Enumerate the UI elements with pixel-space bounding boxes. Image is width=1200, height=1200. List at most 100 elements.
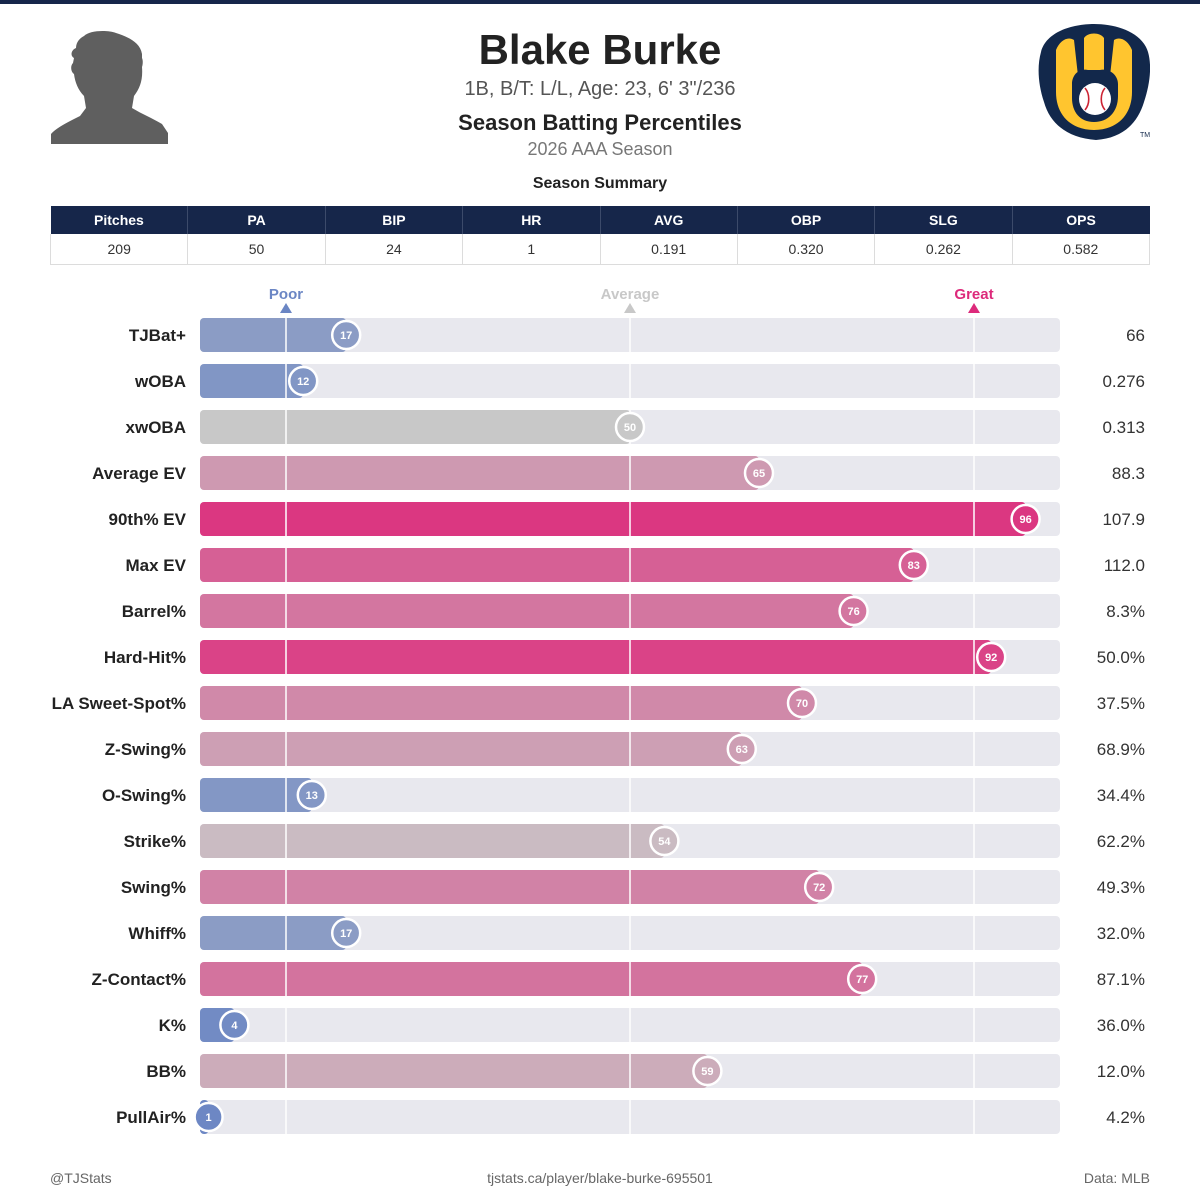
stat-value-90th-ev: 107.9 <box>1102 510 1145 529</box>
summary-value-bip: 24 <box>325 234 464 265</box>
percentile-value-whiff: 17 <box>340 928 352 940</box>
summary-col-ops: OPS <box>1012 206 1150 234</box>
chart-subtitle: 2026 AAA Season <box>527 139 673 159</box>
metric-label-la-sweet-spot: LA Sweet-Spot% <box>52 694 186 713</box>
percentile-value-90th-ev: 96 <box>1019 514 1031 526</box>
percentile-bar-swing <box>200 870 820 904</box>
percentile-bubble-o-swing <box>296 779 328 811</box>
stat-value-pullair: 4.2% <box>1106 1108 1145 1127</box>
scale-label-average: Average <box>601 286 660 303</box>
percentile-value-woba: 12 <box>297 376 309 388</box>
summary-col-bip: BIP <box>325 206 464 234</box>
scale-label-poor: Poor <box>269 286 303 303</box>
summary-value-pitches: 209 <box>49 234 189 265</box>
percentile-bar-xwoba <box>200 410 630 444</box>
percentile-bubble-barrel <box>838 595 869 627</box>
percentile-bubble-whiff <box>330 917 362 949</box>
percentile-bubble-tjbat <box>330 319 362 351</box>
percentile-bar-tjbat <box>200 318 347 352</box>
percentile-value-tjbat: 17 <box>340 330 352 342</box>
percentile-bubble-pullair <box>193 1101 224 1133</box>
percentile-bar-chart: Poor Average Great TJBat+ 17 66 wOBA 12 0.276 xwO… <box>52 286 1145 1134</box>
metric-label-pullair: PullAir% <box>116 1108 186 1127</box>
percentile-bar-strike <box>200 824 665 858</box>
stat-value-o-swing: 34.4% <box>1097 786 1145 805</box>
percentile-value-k: 4 <box>231 1020 238 1032</box>
percentile-bar-max-ev <box>200 548 914 582</box>
chart-title: Season Batting Percentiles <box>458 110 742 135</box>
player-name: Blake Burke <box>478 26 722 73</box>
metric-label-z-contact: Z-Contact% <box>92 970 186 989</box>
percentile-bubble-la-sweet-spot <box>786 687 818 719</box>
percentile-value-bb: 59 <box>701 1066 713 1078</box>
percentile-bar-90th-ev <box>200 502 1026 536</box>
footer-source: Data: MLB <box>1083 1170 1150 1186</box>
percentile-bar-o-swing <box>200 778 312 812</box>
percentile-bubble-swing <box>803 871 835 903</box>
percentile-bar-barrel <box>200 594 854 628</box>
stat-value-z-swing: 68.9% <box>1097 740 1145 759</box>
stat-value-bb: 12.0% <box>1097 1062 1145 1081</box>
scale-marker-poor-icon <box>280 303 292 313</box>
percentile-bubble-hard-hit <box>975 641 1007 673</box>
summary-col-hr: HR <box>462 206 601 234</box>
metric-label-z-swing: Z-Swing% <box>105 740 186 759</box>
metric-label-barrel: Barrel% <box>122 602 186 621</box>
summary-value-slg: 0.262 <box>874 234 1013 265</box>
percentile-value-swing: 72 <box>813 882 825 894</box>
stat-value-hard-hit: 50.0% <box>1097 648 1145 667</box>
percentile-bubble-woba <box>287 365 319 397</box>
footer-url: tjstats.ca/player/blake-burke-695501 <box>487 1170 713 1186</box>
percentile-bar-average-ev <box>200 456 759 490</box>
percentile-bubble-xwoba <box>614 411 646 443</box>
summary-value-row: 209 50 24 1 0.191 0.320 0.262 0.582 <box>49 234 1151 265</box>
summary-col-obp: OBP <box>737 206 876 234</box>
percentile-bubble-90th-ev <box>1010 503 1041 535</box>
percentile-value-o-swing: 13 <box>306 790 318 802</box>
summary-col-pitches: Pitches <box>50 206 189 234</box>
metric-label-strike: Strike% <box>124 832 186 851</box>
metric-label-90th-ev: 90th% EV <box>109 510 187 529</box>
stat-value-k: 36.0% <box>1097 1016 1145 1035</box>
percentile-value-z-contact: 77 <box>856 974 868 986</box>
footer-credit: @TJStats <box>50 1170 112 1186</box>
player-meta: 1B, B/T: L/L, Age: 23, 6' 3"/236 <box>464 78 736 100</box>
percentile-value-la-sweet-spot: 70 <box>796 698 808 710</box>
metric-label-swing: Swing% <box>121 878 186 897</box>
summary-col-pa: PA <box>187 206 326 234</box>
percentile-value-hard-hit: 92 <box>985 652 997 664</box>
summary-value-obp: 0.320 <box>737 234 876 265</box>
stat-value-strike: 62.2% <box>1097 832 1145 851</box>
scale-label-great: Great <box>954 286 993 303</box>
stat-value-tjbat: 66 <box>1126 326 1145 345</box>
summary-header-row: Pitches PA BIP HR AVG OBP SLG OPS <box>50 206 1150 234</box>
season-summary-table: Pitches PA BIP HR AVG OBP SLG OPS 209 50… <box>49 206 1151 265</box>
percentile-bubble-bb <box>692 1055 723 1087</box>
summary-col-slg: SLG <box>874 206 1013 234</box>
player-silhouette-icon <box>51 31 168 145</box>
summary-title: Season Summary <box>532 175 668 192</box>
top-accent-bar <box>0 0 1200 4</box>
metric-label-max-ev: Max EV <box>126 556 187 575</box>
metric-label-average-ev: Average EV <box>92 464 187 483</box>
metric-label-o-swing: O-Swing% <box>102 786 186 805</box>
scale-marker-great-icon <box>968 303 980 313</box>
metric-label-hard-hit: Hard-Hit% <box>104 648 186 667</box>
stat-value-max-ev: 112.0 <box>1104 556 1145 575</box>
percentile-value-pullair: 1 <box>206 1112 212 1124</box>
percentile-bubble-z-swing <box>726 733 758 765</box>
stat-value-average-ev: 88.3 <box>1112 464 1145 483</box>
percentile-bar-bb <box>200 1054 708 1088</box>
percentile-bubble-strike <box>649 825 680 857</box>
percentile-bar-whiff <box>200 916 347 950</box>
percentile-bar-hard-hit <box>200 640 992 674</box>
stat-value-la-sweet-spot: 37.5% <box>1097 694 1145 713</box>
summary-value-hr: 1 <box>462 234 601 265</box>
metric-label-whiff: Whiff% <box>128 924 186 943</box>
stat-value-swing: 49.3% <box>1097 878 1145 897</box>
stat-value-z-contact: 87.1% <box>1097 970 1145 989</box>
stat-value-xwoba: 0.313 <box>1102 418 1145 437</box>
scale-marker-average-icon <box>624 303 636 313</box>
summary-col-avg: AVG <box>600 206 738 234</box>
percentile-value-xwoba: 50 <box>624 422 636 434</box>
